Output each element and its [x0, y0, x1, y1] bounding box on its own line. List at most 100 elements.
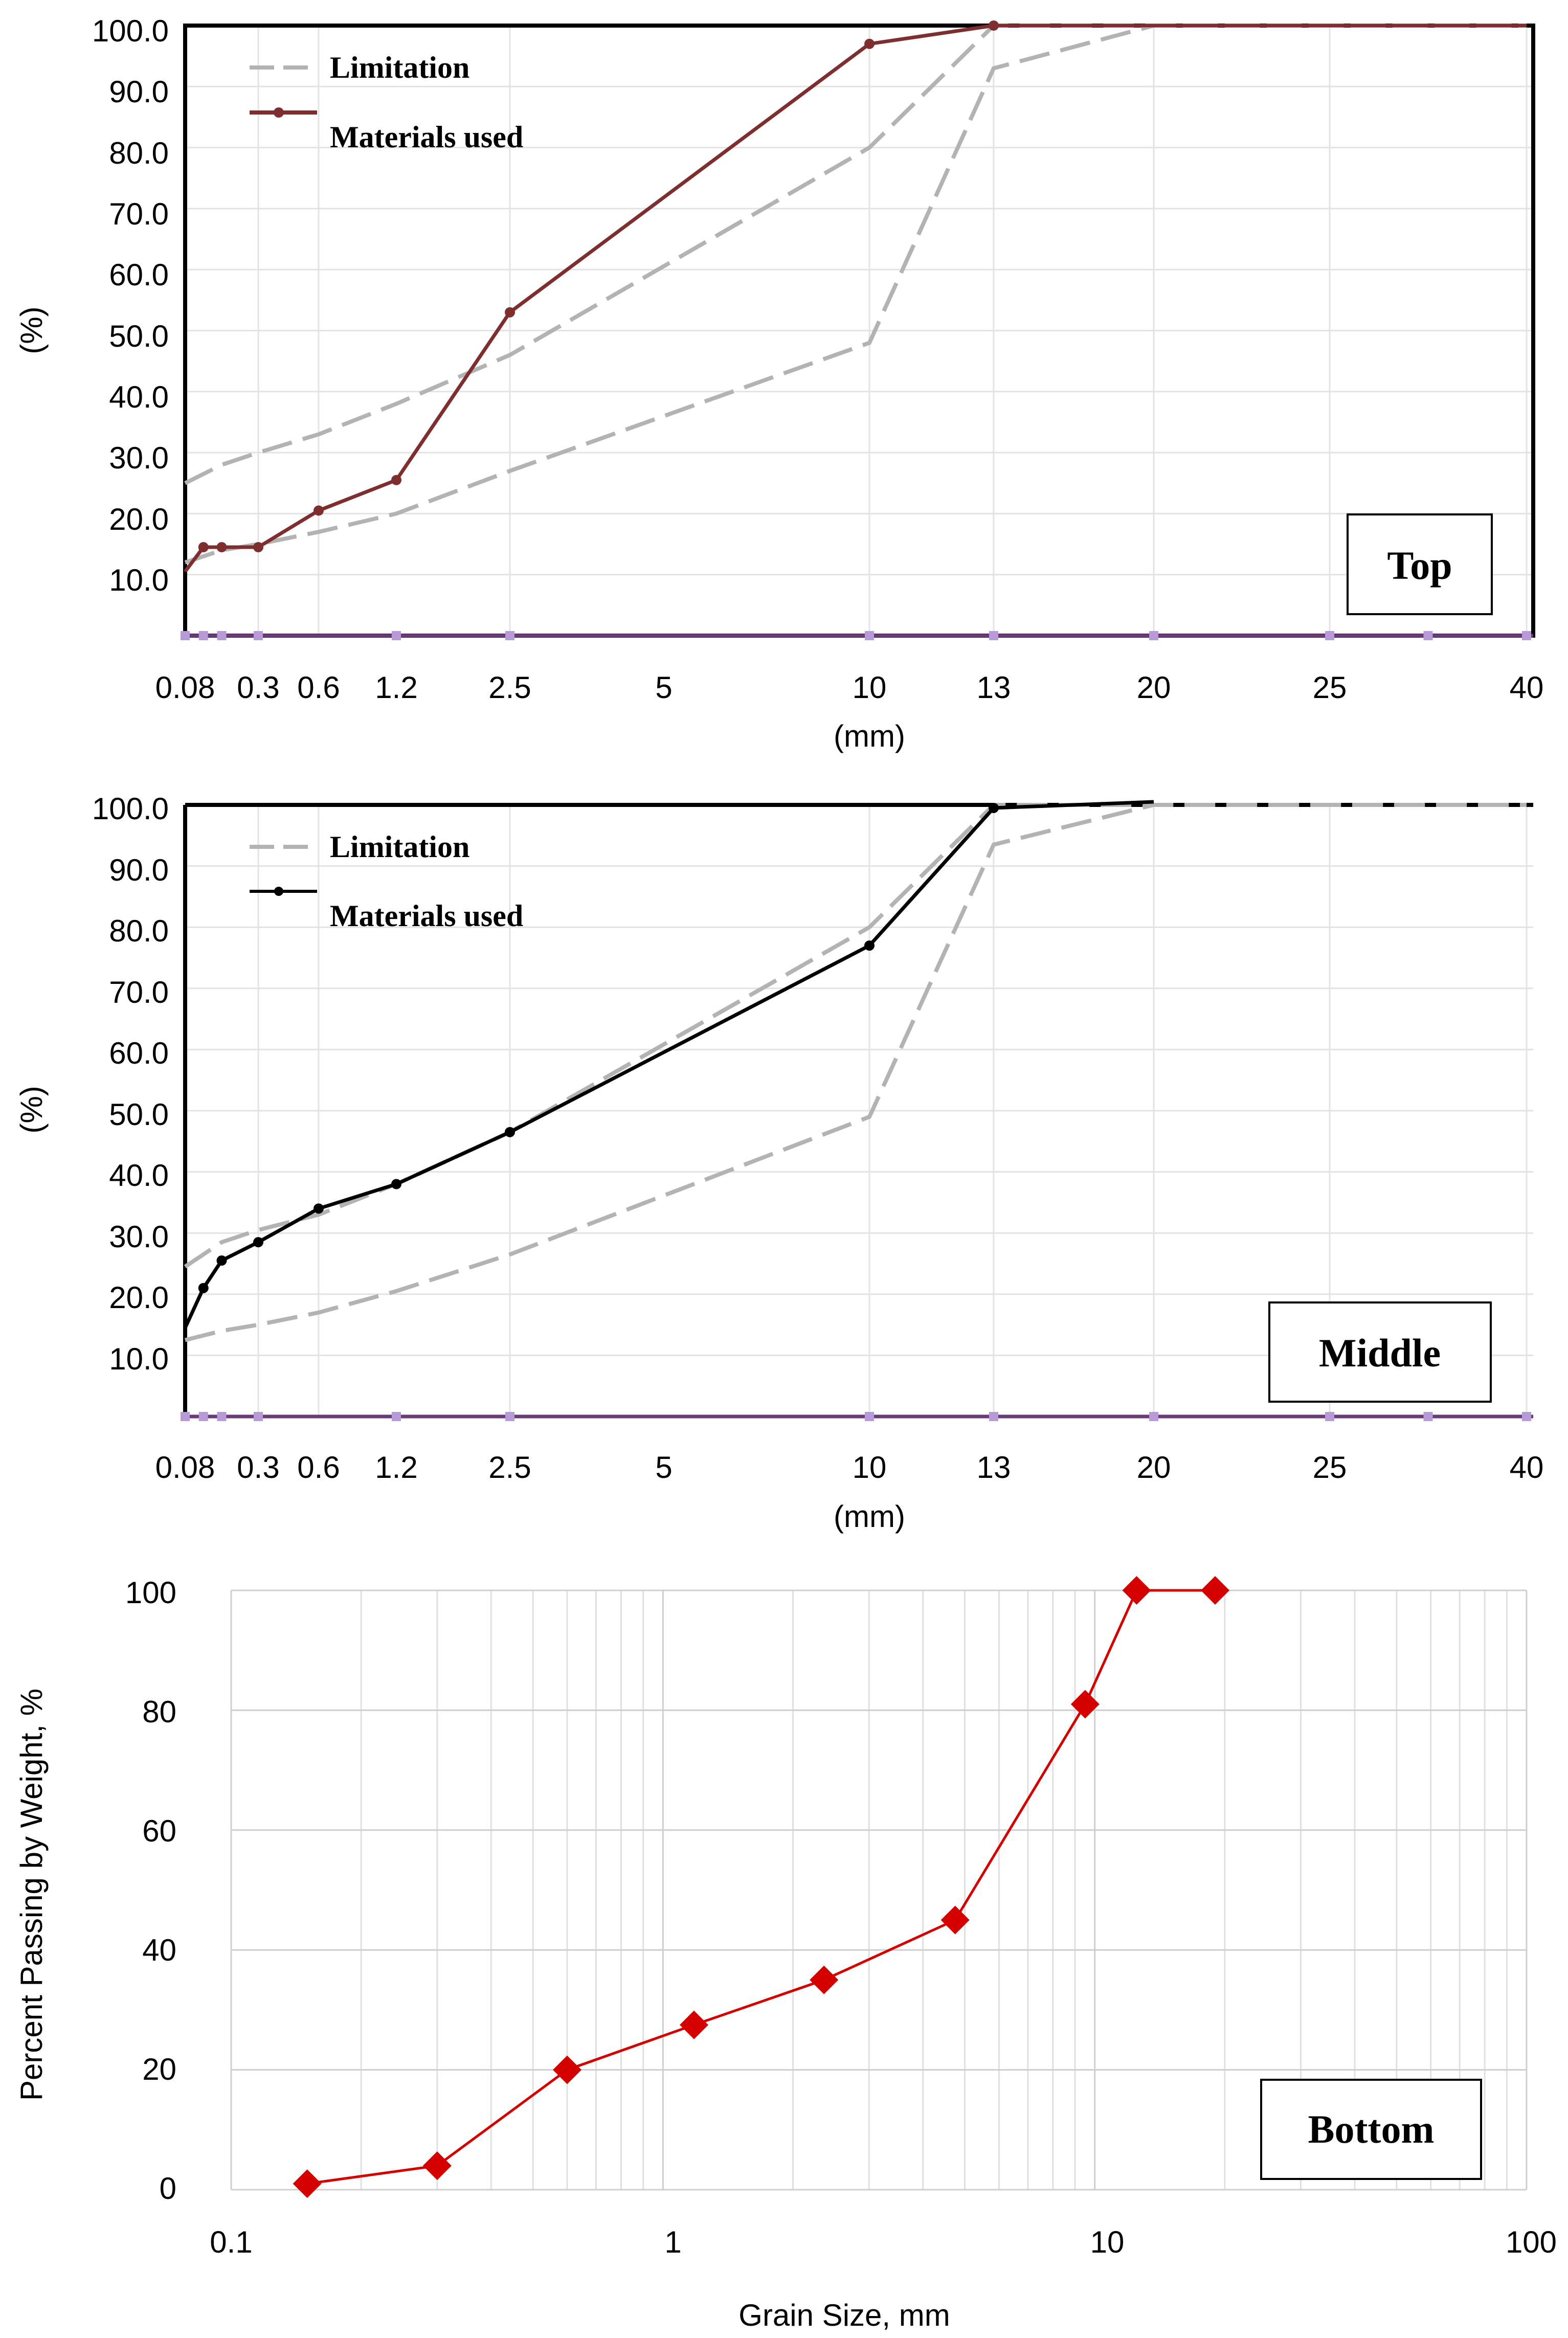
- y-tick: 60.0: [109, 258, 169, 292]
- limitation-lower-line: [185, 803, 1527, 1342]
- top-legend: Limitation Materials used: [250, 51, 523, 154]
- x-tick: 1.2: [375, 1450, 417, 1485]
- x-tick: 40: [1510, 670, 1544, 705]
- y-tick: 50.0: [109, 319, 169, 353]
- x-tick: 0.1: [210, 2225, 252, 2259]
- materials-used-point: [253, 1237, 263, 1248]
- x-tick: 5: [655, 670, 672, 705]
- gradation-point: [1122, 1576, 1151, 1605]
- panel-label: Top: [1387, 543, 1452, 588]
- baseline-marker: [198, 1412, 208, 1421]
- baseline-marker: [1325, 631, 1334, 640]
- x-tick: 10: [853, 670, 887, 705]
- baseline-marker: [1149, 631, 1158, 640]
- x-tick: 10: [1090, 2225, 1125, 2259]
- baseline-marker: [1423, 1412, 1433, 1421]
- materials-used-point: [198, 1283, 209, 1293]
- y-tick: 100: [125, 1576, 176, 1610]
- bottom-series: [293, 1576, 1230, 2198]
- limitation-upper-line: [184, 803, 1527, 1269]
- materials-used-point: [391, 1179, 401, 1189]
- materials-used-point: [864, 940, 875, 951]
- baseline-marker: [1522, 631, 1531, 640]
- materials-used-point: [391, 475, 401, 485]
- x-tick: 0.6: [297, 1450, 340, 1485]
- y-tick: 70.0: [109, 197, 169, 231]
- materials-used-point: [989, 802, 999, 813]
- x-axis-label: Grain Size, mm: [738, 2298, 950, 2332]
- y-axis-label: (%): [14, 1086, 49, 1133]
- x-tick: 20: [1137, 670, 1171, 705]
- y-tick: 40.0: [109, 1158, 169, 1193]
- materials-used-point: [313, 505, 324, 516]
- materials-used-point: [313, 1203, 324, 1214]
- materials-used-point: [505, 1127, 515, 1137]
- legend-label-limitation: Limitation: [330, 830, 469, 864]
- middle-legend: Limitation Materials used: [250, 830, 523, 933]
- middle-grid: [185, 805, 1533, 1417]
- y-tick: 20.0: [109, 1280, 169, 1315]
- y-tick: 30.0: [109, 1220, 169, 1254]
- gradation-point: [810, 1965, 839, 1994]
- y-tick: 100.0: [92, 792, 169, 826]
- legend-marker-materials: [274, 887, 283, 896]
- gradation-point: [940, 1905, 970, 1935]
- materials-used-point: [253, 542, 263, 553]
- y-tick: 10.0: [109, 1342, 169, 1376]
- x-tick: 10: [853, 1450, 887, 1485]
- materials-used-point: [505, 307, 515, 318]
- baseline-marker: [1149, 1412, 1158, 1421]
- y-tick: 100.0: [92, 14, 169, 48]
- baseline-marker: [505, 631, 514, 640]
- gradation-point: [553, 2055, 582, 2084]
- panel-label-box: [1260, 2079, 1482, 2180]
- y-tick: 20.0: [109, 502, 169, 536]
- gradation-point: [1070, 1690, 1100, 1719]
- top-panel: 10.0 20.0 30.0 40.0 50.0 60.0 70.0 80.0 …: [14, 14, 1543, 753]
- baseline-marker: [505, 1412, 514, 1421]
- x-tick: 1.2: [375, 670, 417, 705]
- baseline-marker: [865, 1412, 874, 1421]
- gradation-point: [422, 2151, 452, 2180]
- y-tick: 90.0: [109, 75, 169, 109]
- top-x-ticks: 0.08 0.3 0.6 1.2 2.5 5 10 13 20 25 40: [155, 670, 1544, 705]
- baseline-marker: [181, 631, 190, 640]
- x-tick: 1: [664, 2225, 681, 2259]
- middle-panel: 10.0 20.0 30.0 40.0 50.0 60.0 70.0 80.0 …: [14, 792, 1543, 1534]
- y-tick: 40.0: [109, 380, 169, 414]
- y-tick: 20: [142, 2052, 176, 2086]
- x-tick: 0.3: [237, 1450, 279, 1485]
- y-tick: 60: [142, 1814, 176, 1848]
- baseline-marker: [217, 1412, 227, 1421]
- gradation-point: [680, 2010, 709, 2039]
- x-tick: 2.5: [488, 670, 531, 705]
- x-tick: 5: [655, 1450, 672, 1485]
- top-series: [181, 20, 1533, 640]
- y-tick: 40: [142, 1933, 176, 1967]
- gradation-point: [1201, 1576, 1230, 1605]
- y-tick: 60.0: [109, 1036, 169, 1070]
- baseline-marker: [392, 1412, 401, 1421]
- x-tick: 25: [1313, 1450, 1347, 1485]
- x-tick: 13: [977, 670, 1011, 705]
- baseline-marker: [1325, 1412, 1334, 1421]
- x-tick: 0.08: [155, 670, 215, 705]
- materials-used-line: [184, 24, 1527, 573]
- y-axis-label: Percent Passing by Weight, %: [14, 1689, 49, 2101]
- middle-x-ticks: 0.08 0.3 0.6 1.2 2.5 5 10 13 20 25 40: [155, 1450, 1544, 1485]
- baseline-marker: [865, 631, 874, 640]
- y-tick: 0: [160, 2171, 176, 2206]
- y-tick: 80.0: [109, 914, 169, 948]
- x-tick: 2.5: [488, 1450, 531, 1485]
- limitation-upper-line: [184, 24, 1527, 485]
- baseline-marker: [989, 1412, 998, 1421]
- panel-label-box: [1347, 513, 1493, 615]
- x-axis-label: (mm): [834, 1499, 905, 1534]
- materials-used-point: [216, 542, 227, 553]
- legend-label-limitation: Limitation: [330, 51, 469, 84]
- x-tick: 100: [1506, 2225, 1557, 2259]
- legend-label-materials: Materials used: [330, 899, 523, 933]
- x-tick: 13: [977, 1450, 1011, 1485]
- x-tick: 25: [1313, 670, 1347, 705]
- materials-used-point: [198, 542, 209, 553]
